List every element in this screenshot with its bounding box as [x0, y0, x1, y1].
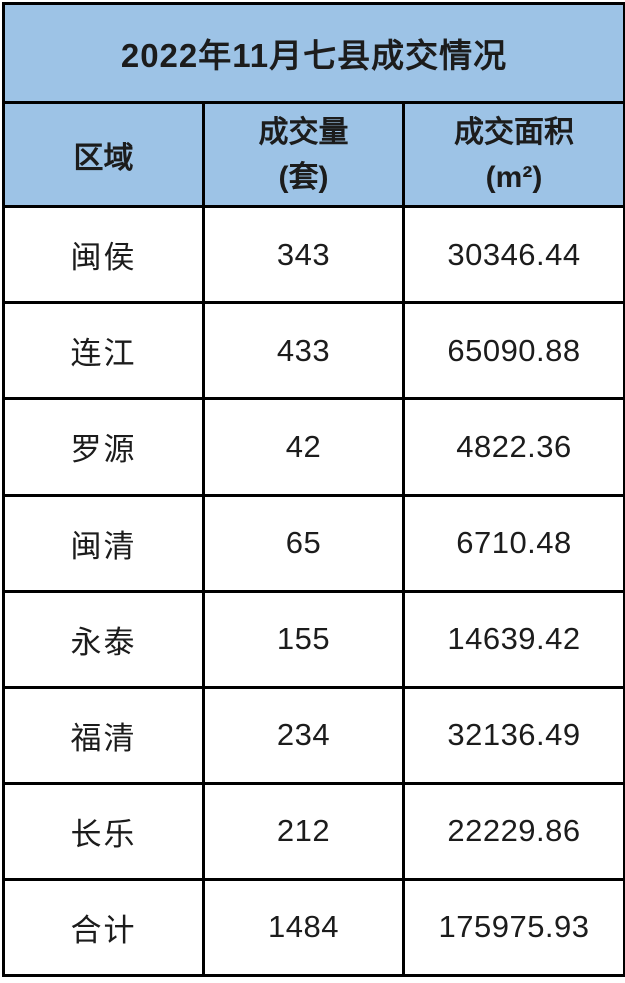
col-header-volume-unit: (套): [278, 160, 329, 194]
region-cell: 闽侯: [2, 205, 205, 305]
volume-cell: 433: [202, 301, 405, 401]
col-header-area-unit: (m²): [485, 160, 543, 194]
col-header-volume: 成交量 (套): [202, 101, 405, 209]
area-cell: 32136.49: [401, 685, 625, 785]
col-header-area-label: 成交面积: [454, 115, 574, 149]
area-cell: 22229.86: [401, 781, 625, 881]
table-header-row: 区域 成交量 (套) 成交面积 (m²): [2, 101, 625, 209]
table-row: 罗源 42 4822.36: [2, 397, 625, 497]
region-cell: 闽清: [2, 493, 205, 593]
area-cell: 4822.36: [401, 397, 625, 497]
table-row: 长乐 212 22229.86: [2, 781, 625, 881]
region-cell: 连江: [2, 301, 205, 401]
table-row: 闽侯 343 30346.44: [2, 205, 625, 305]
col-header-region: 区域: [2, 101, 205, 209]
volume-cell: 155: [202, 589, 405, 689]
table-title: 2022年11月七县成交情况: [1, 1, 625, 105]
volume-cell: 212: [202, 781, 405, 881]
region-cell: 罗源: [2, 397, 205, 497]
table-title-row: 2022年11月七县成交情况: [1, 1, 625, 105]
area-cell: 6710.48: [401, 493, 625, 593]
table-row-total: 合计 1484 175975.93: [2, 877, 625, 978]
region-cell: 永泰: [2, 589, 205, 689]
total-label-cell: 合计: [2, 877, 205, 978]
table-row: 永泰 155 14639.42: [2, 589, 625, 689]
region-cell: 福清: [2, 685, 205, 785]
col-header-volume-label: 成交量: [258, 115, 349, 149]
area-cell: 14639.42: [401, 589, 625, 689]
col-header-area: 成交面积 (m²): [401, 101, 625, 209]
total-volume-cell: 1484: [202, 877, 405, 978]
area-cell: 65090.88: [401, 301, 625, 401]
col-header-region-label: 区域: [73, 141, 134, 175]
volume-cell: 42: [202, 397, 405, 497]
volume-cell: 234: [202, 685, 405, 785]
volume-cell: 343: [202, 205, 405, 305]
table-row: 福清 234 32136.49: [2, 685, 625, 785]
table-row: 闽清 65 6710.48: [2, 493, 625, 593]
area-cell: 30346.44: [401, 205, 625, 305]
total-area-cell: 175975.93: [401, 877, 625, 978]
region-cell: 长乐: [2, 781, 205, 881]
volume-cell: 65: [202, 493, 405, 593]
table-row: 连江 433 65090.88: [2, 301, 625, 401]
